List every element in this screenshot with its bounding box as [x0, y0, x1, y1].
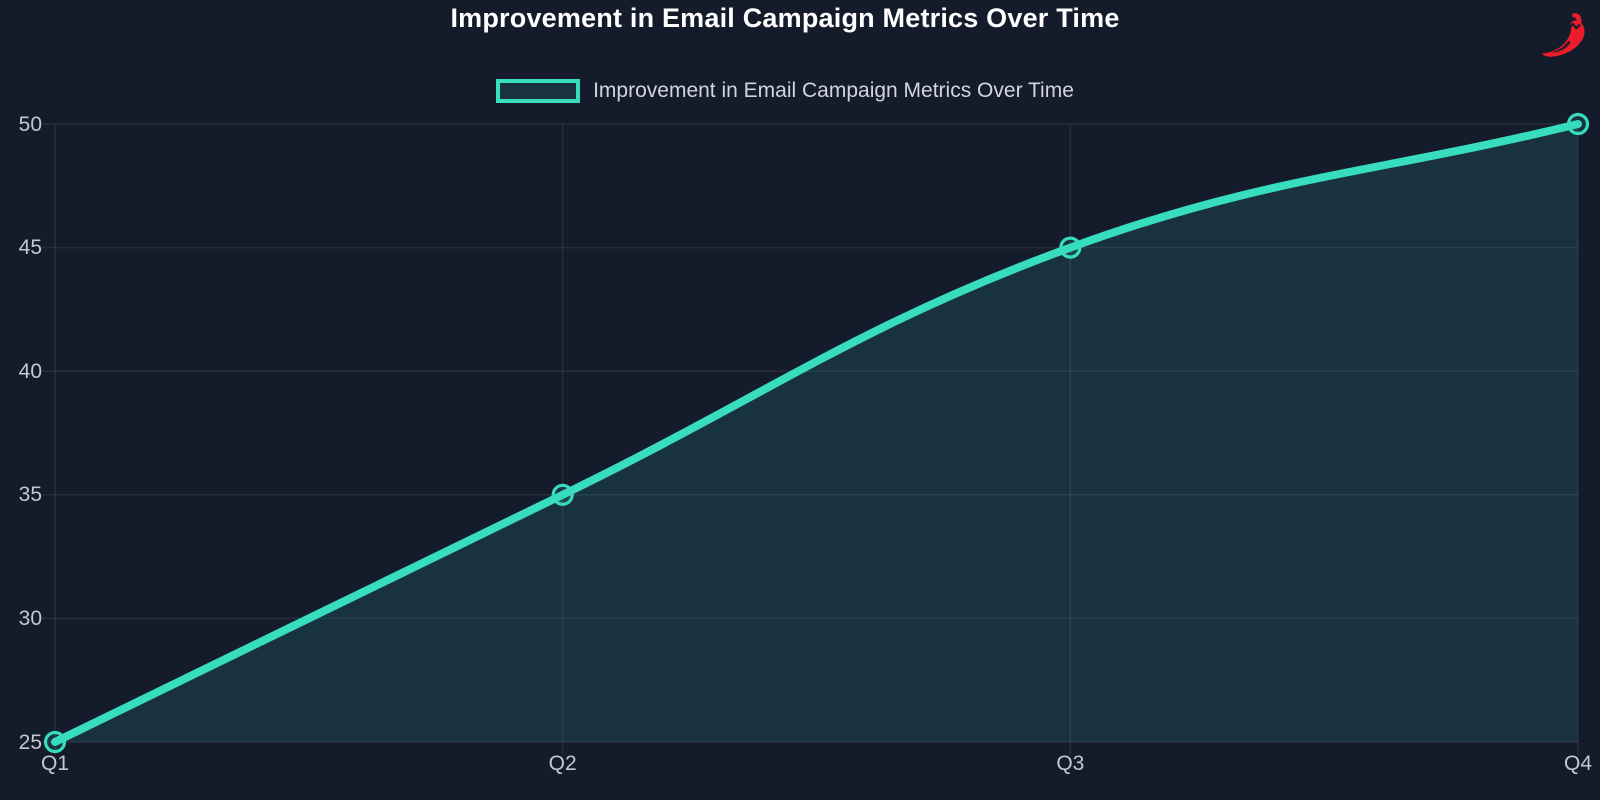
- y-tick-label: 50: [18, 112, 42, 136]
- y-tick-label: 40: [18, 359, 42, 383]
- x-tick-label: Q3: [1056, 752, 1085, 775]
- data-point-marker-Q2[interactable]: [551, 483, 574, 506]
- legend-swatch: [496, 79, 581, 103]
- x-tick-label: Q4: [1563, 752, 1592, 775]
- gridlines: [54, 123, 1579, 743]
- area-fill: [55, 124, 1578, 742]
- legend-label: Improvement in Email Campaign Metrics Ov…: [593, 79, 1074, 102]
- x-tick-label: Q2: [548, 752, 577, 775]
- data-point-marker-Q3[interactable]: [1059, 236, 1082, 259]
- y-tick-label: 45: [18, 236, 42, 260]
- chili-pepper-logo: [1537, 10, 1593, 62]
- chart-title: Improvement in Email Campaign Metrics Ov…: [450, 3, 1120, 33]
- y-tick-label: 25: [18, 730, 42, 754]
- data-point-marker-Q4[interactable]: [1566, 112, 1590, 136]
- y-tick-label: 35: [18, 483, 42, 507]
- y-tick-label: 30: [18, 606, 42, 630]
- x-tick-label: Q1: [40, 752, 69, 775]
- chili-pepper-icon: [1542, 13, 1585, 57]
- legend[interactable]: Improvement in Email Campaign Metrics Ov…: [0, 79, 1570, 103]
- line-series: [51, 120, 1582, 746]
- data-points: [43, 112, 1590, 754]
- data-point-marker-Q1[interactable]: [43, 730, 67, 754]
